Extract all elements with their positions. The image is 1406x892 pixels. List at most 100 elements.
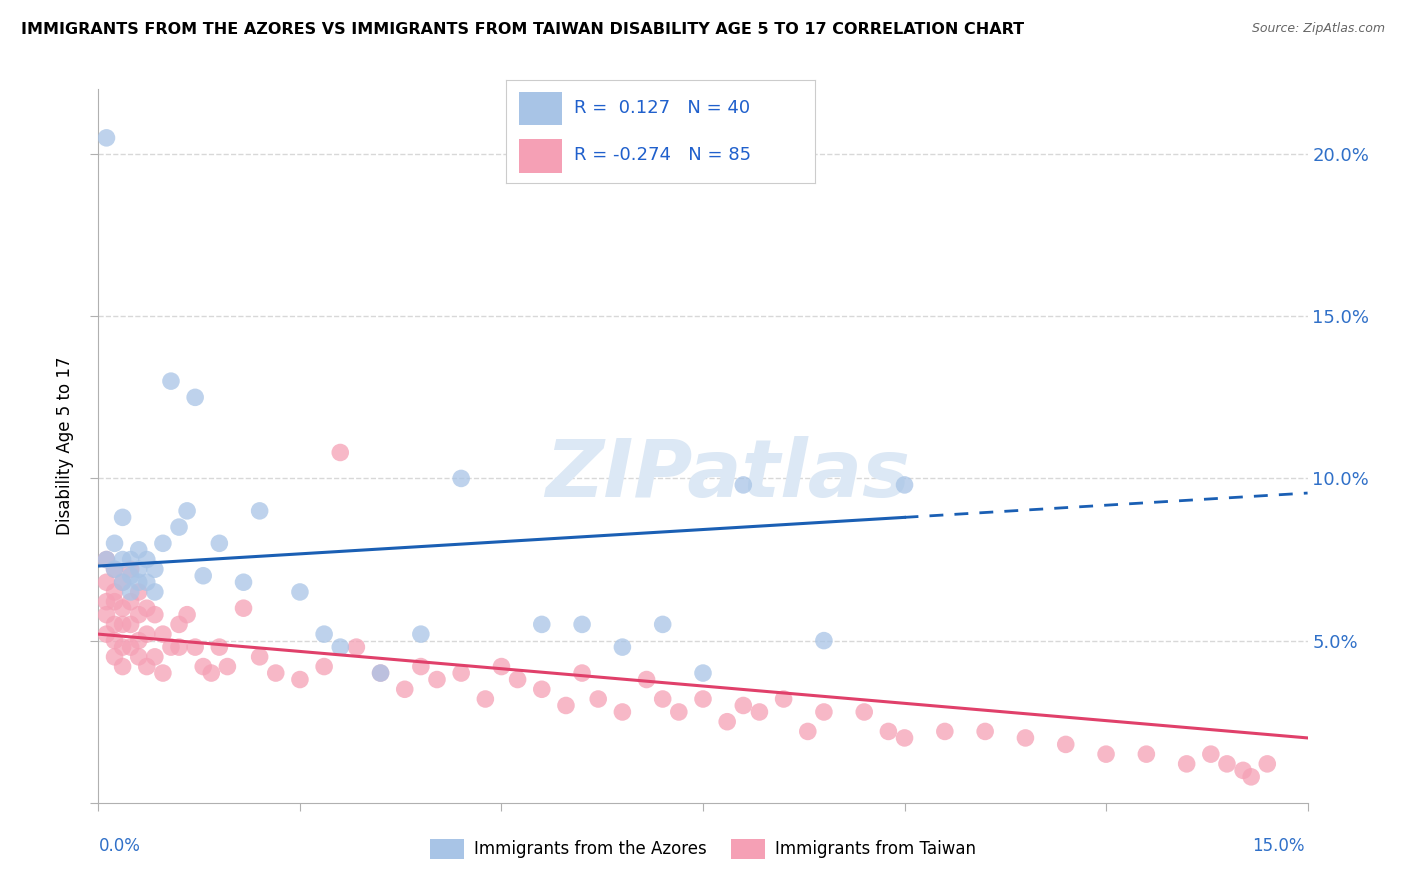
- Point: [96, 627, 118, 641]
- Point: [1014, 731, 1036, 745]
- Point: [96, 131, 118, 145]
- Point: [474, 692, 496, 706]
- Point: [329, 445, 352, 459]
- Point: [96, 607, 118, 622]
- Point: [111, 601, 134, 615]
- Point: [208, 536, 231, 550]
- Point: [152, 536, 174, 550]
- Point: [111, 640, 134, 654]
- Point: [176, 504, 198, 518]
- Point: [111, 552, 134, 566]
- Point: [128, 585, 150, 599]
- Point: [120, 640, 142, 654]
- Point: [426, 673, 449, 687]
- Point: [716, 714, 738, 729]
- Point: [120, 617, 142, 632]
- Point: [135, 552, 157, 566]
- Point: [314, 659, 336, 673]
- Point: [128, 607, 150, 622]
- Point: [555, 698, 578, 713]
- Point: [877, 724, 900, 739]
- Point: [120, 595, 142, 609]
- Point: [167, 617, 190, 632]
- Point: [450, 471, 472, 485]
- Point: [813, 633, 835, 648]
- Point: [111, 575, 134, 590]
- Point: [748, 705, 770, 719]
- Point: [135, 659, 157, 673]
- Point: [409, 627, 432, 641]
- Point: [208, 640, 231, 654]
- Point: [160, 374, 183, 388]
- Point: [111, 659, 134, 673]
- Point: [135, 601, 157, 615]
- Point: [120, 562, 142, 576]
- Text: ZIPatlas: ZIPatlas: [544, 435, 910, 514]
- Point: [853, 705, 876, 719]
- Point: [111, 510, 134, 524]
- Point: [200, 666, 222, 681]
- Point: [1095, 747, 1118, 761]
- Point: [612, 705, 634, 719]
- Point: [111, 575, 134, 590]
- Point: [193, 568, 215, 582]
- Point: [143, 649, 166, 664]
- Point: [651, 692, 673, 706]
- Point: [636, 673, 658, 687]
- Point: [176, 607, 198, 622]
- Point: [974, 724, 997, 739]
- FancyBboxPatch shape: [519, 92, 562, 126]
- Point: [96, 552, 118, 566]
- Point: [571, 617, 593, 632]
- Point: [217, 659, 239, 673]
- Point: [128, 542, 150, 557]
- Point: [167, 640, 190, 654]
- Point: [370, 666, 392, 681]
- Point: [96, 552, 118, 566]
- Point: [232, 575, 254, 590]
- Point: [193, 659, 215, 673]
- Point: [797, 724, 820, 739]
- Point: [103, 585, 125, 599]
- Point: [103, 595, 125, 609]
- Point: [612, 640, 634, 654]
- Point: [370, 666, 392, 681]
- Point: [1256, 756, 1278, 771]
- Point: [344, 640, 367, 654]
- Point: [1135, 747, 1157, 761]
- Point: [450, 666, 472, 681]
- Point: [506, 673, 529, 687]
- Point: [733, 478, 755, 492]
- Point: [103, 536, 125, 550]
- Point: [120, 552, 142, 566]
- Point: [394, 682, 416, 697]
- Text: 15.0%: 15.0%: [1253, 837, 1305, 855]
- Point: [135, 627, 157, 641]
- Point: [813, 705, 835, 719]
- Point: [103, 649, 125, 664]
- Y-axis label: Disability Age 5 to 17: Disability Age 5 to 17: [56, 357, 75, 535]
- Point: [249, 504, 271, 518]
- Point: [143, 585, 166, 599]
- Point: [152, 666, 174, 681]
- Point: [893, 731, 915, 745]
- Point: [167, 520, 190, 534]
- Point: [152, 627, 174, 641]
- Point: [184, 390, 207, 404]
- Point: [128, 649, 150, 664]
- Text: IMMIGRANTS FROM THE AZORES VS IMMIGRANTS FROM TAIWAN DISABILITY AGE 5 TO 17 CORR: IMMIGRANTS FROM THE AZORES VS IMMIGRANTS…: [21, 22, 1024, 37]
- Point: [409, 659, 432, 673]
- Text: 0.0%: 0.0%: [98, 837, 141, 855]
- Point: [1199, 747, 1222, 761]
- FancyBboxPatch shape: [519, 139, 562, 173]
- Point: [530, 617, 553, 632]
- Text: R =  0.127   N = 40: R = 0.127 N = 40: [574, 100, 751, 118]
- Point: [128, 633, 150, 648]
- Point: [143, 562, 166, 576]
- Point: [314, 627, 336, 641]
- Point: [135, 575, 157, 590]
- Point: [1054, 738, 1077, 752]
- Point: [96, 595, 118, 609]
- Point: [772, 692, 794, 706]
- Point: [264, 666, 287, 681]
